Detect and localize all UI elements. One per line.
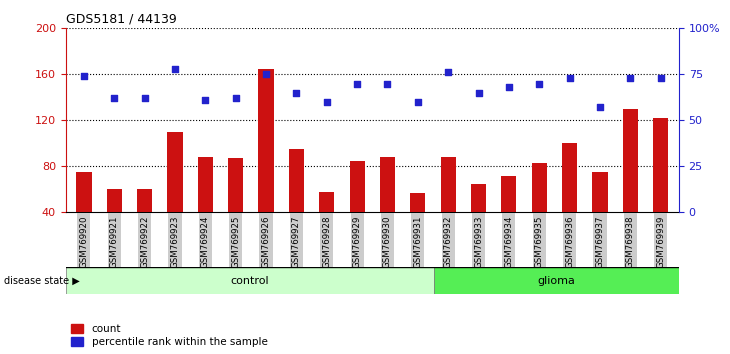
Point — [260, 72, 272, 77]
Text: GSM769931: GSM769931 — [413, 215, 423, 268]
Bar — [592, 172, 607, 258]
Point — [78, 73, 90, 79]
Text: GSM769929: GSM769929 — [353, 215, 361, 268]
Text: GSM769927: GSM769927 — [292, 215, 301, 268]
Bar — [198, 157, 213, 258]
Text: GSM769923: GSM769923 — [171, 215, 180, 268]
Legend: count, percentile rank within the sample: count, percentile rank within the sample — [71, 324, 268, 347]
Bar — [258, 69, 274, 258]
Text: GSM769925: GSM769925 — [231, 215, 240, 268]
Point — [382, 81, 393, 86]
Point — [109, 96, 120, 101]
Text: GSM769922: GSM769922 — [140, 215, 149, 268]
Text: GSM769937: GSM769937 — [596, 215, 604, 268]
Point — [412, 99, 423, 105]
Point — [291, 90, 302, 96]
Text: GSM769934: GSM769934 — [504, 215, 513, 268]
Text: GSM769926: GSM769926 — [261, 215, 271, 268]
Bar — [653, 118, 668, 258]
Text: GSM769928: GSM769928 — [322, 215, 331, 268]
Point — [199, 97, 211, 103]
Point — [534, 81, 545, 86]
Text: GSM769935: GSM769935 — [535, 215, 544, 268]
Bar — [228, 158, 243, 258]
Bar — [66, 267, 434, 294]
Bar — [562, 143, 577, 258]
Bar — [319, 192, 334, 258]
Text: GSM769933: GSM769933 — [474, 215, 483, 268]
Bar — [77, 172, 91, 258]
Bar — [410, 193, 426, 258]
Text: control: control — [231, 275, 269, 286]
Text: GDS5181 / 44139: GDS5181 / 44139 — [66, 12, 177, 25]
Bar — [167, 132, 182, 258]
Text: GSM769938: GSM769938 — [626, 215, 635, 268]
Point — [503, 84, 515, 90]
Text: glioma: glioma — [537, 275, 575, 286]
Bar — [350, 161, 365, 258]
Bar — [531, 163, 547, 258]
Bar — [107, 189, 122, 258]
Point — [442, 70, 454, 75]
Text: GSM769921: GSM769921 — [110, 215, 119, 268]
Point — [169, 66, 181, 72]
Text: GSM769936: GSM769936 — [565, 215, 574, 268]
Bar — [380, 157, 395, 258]
Text: GSM769932: GSM769932 — [444, 215, 453, 268]
Point — [351, 81, 363, 86]
Point — [473, 90, 485, 96]
Text: GSM769920: GSM769920 — [80, 215, 88, 268]
Point — [321, 99, 333, 105]
Point — [594, 105, 606, 110]
Point — [655, 75, 666, 81]
Bar — [434, 267, 679, 294]
Point — [139, 96, 150, 101]
Bar — [137, 189, 153, 258]
Point — [624, 75, 636, 81]
Text: GSM769924: GSM769924 — [201, 215, 210, 268]
Text: GSM769930: GSM769930 — [383, 215, 392, 268]
Text: GSM769939: GSM769939 — [656, 215, 665, 268]
Bar — [623, 109, 638, 258]
Bar — [502, 176, 517, 258]
Point — [230, 96, 242, 101]
Bar — [471, 184, 486, 258]
Bar — [289, 149, 304, 258]
Point — [564, 75, 575, 81]
Bar — [441, 157, 456, 258]
Text: disease state ▶: disease state ▶ — [4, 275, 80, 286]
